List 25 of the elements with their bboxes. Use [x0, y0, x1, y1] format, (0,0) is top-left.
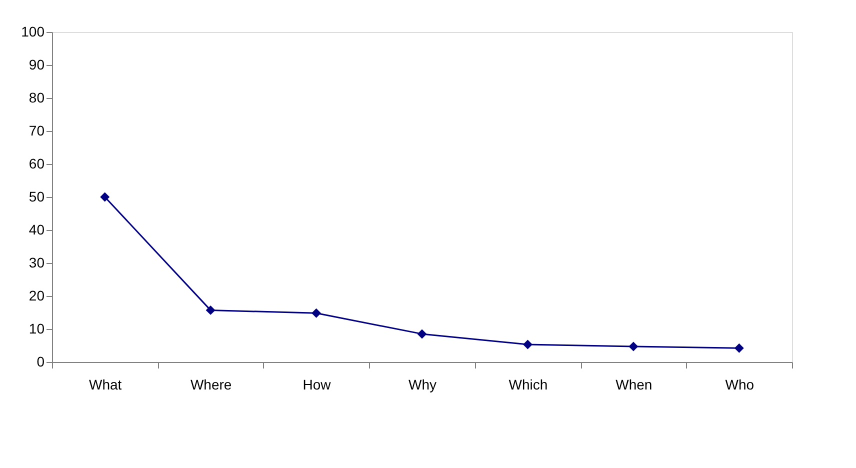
y-tick-label: 30: [28, 254, 45, 270]
y-tick-label: 90: [28, 56, 45, 72]
y-tick-label: 70: [28, 122, 45, 138]
y-tick-label: 20: [28, 288, 45, 304]
point: [628, 342, 638, 352]
x-tick-label: What: [89, 376, 122, 392]
point: [417, 329, 427, 339]
point: [100, 192, 110, 202]
x-tick-label: Which: [508, 376, 548, 392]
y-tick-label: 60: [28, 156, 45, 172]
y-tick-label: 100: [21, 24, 45, 40]
point: [312, 308, 322, 318]
x-tick-label: Who: [725, 376, 754, 392]
point: [206, 305, 216, 315]
y-tick-label: 50: [28, 188, 45, 204]
x-tick-label: When: [616, 376, 652, 392]
x-tick-label: How: [302, 376, 332, 392]
x-tick-label: Why: [408, 376, 436, 392]
point: [522, 340, 532, 350]
y-tick-label: 0: [36, 354, 45, 370]
y-tick-label: 10: [28, 320, 45, 336]
y-tick-label: 80: [28, 90, 45, 106]
x-tick-label: Where: [190, 376, 232, 392]
y-tick-label: 40: [28, 222, 45, 238]
point: [734, 343, 744, 353]
